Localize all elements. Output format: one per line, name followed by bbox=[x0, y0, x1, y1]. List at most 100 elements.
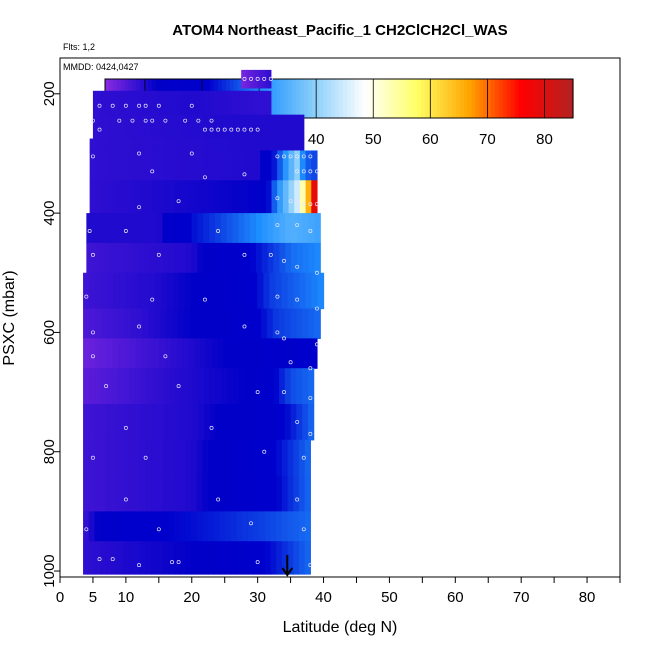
x-axis-label: Latitude (deg N) bbox=[283, 619, 398, 636]
heatmap-cell bbox=[110, 90, 116, 116]
colorbar-swatch bbox=[444, 79, 449, 118]
heatmap-cell bbox=[128, 90, 134, 116]
heatmap-cell bbox=[113, 272, 120, 310]
heatmap-cell bbox=[134, 368, 142, 405]
heatmap-cell bbox=[128, 541, 135, 575]
sample-point bbox=[242, 172, 247, 177]
heatmap-cell bbox=[249, 69, 251, 89]
heatmap-cell bbox=[242, 439, 249, 477]
sample-point bbox=[97, 557, 102, 562]
heatmap-cell bbox=[277, 150, 284, 181]
heatmap-cell bbox=[244, 213, 251, 244]
heatmap-cell bbox=[302, 404, 309, 441]
heatmap-cell bbox=[208, 541, 215, 575]
sample-point bbox=[301, 169, 306, 174]
heatmap-cell bbox=[100, 368, 107, 405]
heatmap-cell bbox=[265, 150, 273, 181]
colorbar-swatch bbox=[549, 79, 555, 118]
heatmap-cell bbox=[177, 114, 184, 140]
sample-point bbox=[123, 229, 128, 233]
sample-point bbox=[295, 199, 300, 204]
heatmap-cell bbox=[201, 308, 209, 339]
heatmap-cell bbox=[311, 338, 318, 369]
colorbar-swatch bbox=[272, 79, 278, 118]
heatmap-cell bbox=[150, 213, 158, 244]
heatmap-cell bbox=[146, 180, 153, 214]
heatmap-cell bbox=[100, 138, 107, 152]
heatmap-cell bbox=[287, 338, 295, 369]
x-tick-label: 0 bbox=[56, 589, 64, 606]
heatmap-cell bbox=[304, 439, 311, 477]
heatmap-cell bbox=[156, 439, 164, 477]
sample-point bbox=[301, 202, 306, 207]
colorbar-swatch bbox=[366, 79, 371, 118]
heatmap-cell bbox=[235, 90, 241, 116]
heatmap-cell bbox=[287, 439, 294, 477]
heatmap-cell bbox=[253, 475, 260, 512]
heatmap-cell bbox=[129, 368, 136, 405]
sample-point bbox=[189, 103, 194, 108]
heatmap-cell bbox=[204, 404, 211, 441]
heatmap-cell bbox=[154, 308, 161, 339]
heatmap-cell bbox=[101, 90, 107, 116]
colorbar-swatch bbox=[311, 79, 317, 118]
heatmap-cell bbox=[279, 213, 286, 244]
heatmap-cell bbox=[140, 368, 148, 405]
colorbar-swatch bbox=[467, 79, 473, 118]
heatmap-cell bbox=[185, 439, 192, 477]
heatmap-cell bbox=[95, 138, 101, 152]
heatmap-cell bbox=[298, 114, 305, 140]
heatmap-cell bbox=[251, 272, 258, 310]
heatmap-cell bbox=[115, 90, 121, 116]
heatmap-cell bbox=[128, 511, 135, 542]
heatmap-cell bbox=[151, 439, 158, 477]
heatmap-cell bbox=[245, 114, 252, 140]
heatmap-cell bbox=[168, 511, 175, 542]
heatmap-cell bbox=[291, 242, 298, 274]
heatmap-cell bbox=[106, 308, 114, 339]
heatmap-cell bbox=[101, 180, 108, 214]
heatmap-cell bbox=[234, 138, 241, 152]
heatmap-cell bbox=[281, 511, 289, 542]
heatmap-cell bbox=[282, 138, 289, 152]
sample-point bbox=[123, 497, 128, 502]
colorbar-swatch bbox=[456, 79, 461, 118]
heatmap-cell bbox=[277, 138, 283, 152]
heatmap-cell bbox=[264, 69, 266, 89]
heatmap-cell bbox=[88, 439, 96, 477]
heatmap-cell bbox=[305, 272, 313, 310]
heatmap-cell bbox=[236, 511, 243, 542]
heatmap-cell bbox=[112, 180, 119, 214]
colorbar-swatch bbox=[292, 79, 297, 118]
heatmap-cell bbox=[305, 150, 312, 181]
heatmap-cell bbox=[266, 69, 268, 89]
heatmap-cell bbox=[259, 511, 266, 542]
heatmap-cell bbox=[145, 475, 152, 512]
heatmap-cell bbox=[185, 242, 193, 274]
colorbar-swatch bbox=[307, 79, 313, 118]
heatmap-cell bbox=[92, 213, 99, 244]
heatmap-cell bbox=[208, 114, 215, 140]
heatmap-layer bbox=[83, 69, 325, 575]
heatmap-cell bbox=[244, 138, 251, 152]
heatmap-cell bbox=[226, 180, 233, 214]
heatmap-cell bbox=[226, 213, 234, 244]
heatmap-cell bbox=[181, 90, 187, 116]
heatmap-cell bbox=[298, 541, 306, 575]
heatmap-cell bbox=[299, 150, 307, 181]
sample-point bbox=[255, 76, 260, 81]
heatmap-cell bbox=[106, 404, 113, 441]
heatmap-cell bbox=[257, 69, 259, 89]
heatmap-cell bbox=[166, 308, 173, 339]
heatmap-cell bbox=[128, 475, 135, 512]
heatmap-cell bbox=[151, 511, 158, 542]
heatmap-cell bbox=[215, 368, 223, 405]
heatmap-cell bbox=[273, 242, 280, 274]
sample-point bbox=[314, 306, 319, 311]
sample-point bbox=[110, 103, 115, 108]
x-tick-label: 50 bbox=[381, 589, 398, 606]
heatmap-cell bbox=[217, 338, 224, 369]
heatmap-cell bbox=[270, 439, 277, 477]
colorbar-swatch bbox=[479, 79, 484, 118]
heatmap-cell bbox=[148, 308, 155, 339]
